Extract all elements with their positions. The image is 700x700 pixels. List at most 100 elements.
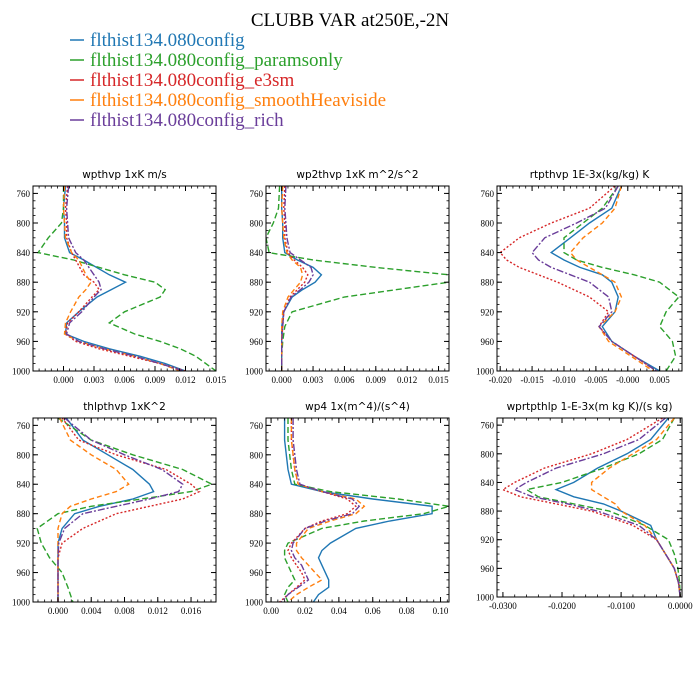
y-tick-label: 1000 [12,367,31,377]
x-tick-label: 0.02 [297,606,313,616]
y-tick-label: 840 [481,478,495,488]
series-line-5 [513,418,681,597]
x-tick-label: 0.005 [650,375,671,385]
x-tick-label: 0.012 [397,375,417,385]
panel-title: thlpthvp 1xK^2 [83,401,166,413]
figure-title: CLUBB VAR at250E,-2N [251,10,450,31]
y-tick-label: 960 [250,568,264,578]
y-tick-label: 840 [250,480,264,490]
panel-3: rtpthvp 1E-3x(kg/kg) K 760 800 840 880 920 960… [476,169,683,385]
x-tick-label: 0.003 [84,375,105,385]
x-tick-label: 0.0000 [668,601,693,611]
x-tick-label: 0.012 [148,606,168,616]
x-tick-label: 0.00 [263,606,279,616]
y-tick-label: 920 [481,535,495,545]
y-tick-label: 880 [481,278,495,288]
y-tick-label: 880 [17,278,31,288]
x-tick-label: 0.015 [206,375,227,385]
legend-label: flthist134.080config_paramsonly [90,50,343,71]
x-tick-label: -0.005 [584,375,608,385]
x-tick-label: 0.000 [48,606,69,616]
y-tick-label: 960 [17,337,31,347]
series-line-1 [549,186,661,371]
x-tick-label: -0.015 [520,375,544,385]
series-line-5 [65,186,184,371]
series-line-4 [569,186,654,371]
x-tick-label: 0.04 [331,606,347,616]
y-tick-label: 880 [17,509,31,519]
series-line-2 [266,186,449,371]
y-tick-label: 1000 [245,367,264,377]
series-line-4 [57,418,130,602]
y-tick-label: 800 [17,219,31,229]
y-tick-label: 960 [17,568,31,578]
legend-label: flthist134.080config_e3sm [90,70,294,91]
panel-1: wpthvp 1xK m/s 760 800 840 880 920 960 1000 0.00… [12,169,227,385]
y-tick-label: 1000 [245,598,264,608]
series-line-3 [501,418,681,597]
plot-frame [496,417,683,598]
series-line-4 [590,418,681,597]
x-tick-label: 0.012 [175,375,195,385]
x-tick-label: 0.008 [114,606,135,616]
y-tick-label: 760 [17,189,31,199]
series-line-4 [280,186,304,371]
y-tick-label: 840 [17,248,31,258]
x-tick-label: -0.010 [552,375,576,385]
series-line-4 [287,418,366,602]
series-line-2 [563,186,680,371]
y-tick-label: 760 [250,421,264,431]
chart-panels: wpthvp 1xK m/s76080084088092096010000.00… [12,169,693,616]
x-tick-label: 0.009 [366,375,387,385]
legend-label: flthist134.080config_rich [90,110,284,131]
y-tick-label: 920 [250,539,264,549]
y-tick-label: 800 [17,450,31,460]
plot-frame [32,417,217,603]
y-tick-label: 920 [17,307,31,317]
x-tick-label: 0.006 [334,375,355,385]
y-tick-label: 800 [250,219,264,229]
y-tick-label: 960 [250,337,264,347]
legend-label: flthist134.080config [90,30,245,51]
panel-title: wprtpthlp 1-E-3x(m kg K)/(s kg) [507,401,673,413]
y-tick-label: 920 [17,539,31,549]
plot-frame [32,185,217,372]
plot-frame [265,185,450,372]
series-line-2 [283,418,449,602]
x-tick-label: -0.020 [489,375,513,385]
series-line-2 [36,418,214,602]
panel-title: wpthvp 1xK m/s [82,169,167,181]
y-tick-label: 880 [250,278,264,288]
y-tick-label: 880 [250,509,264,519]
x-tick-label: 0.009 [145,375,166,385]
series-line-5 [57,418,184,602]
legend: flthist134.080configflthist134.080config… [70,30,386,131]
plot-frame [265,417,450,603]
panel-2: wp2thvp 1xK m^2/s^2 760 800 840 880 920 960 100… [245,169,450,385]
panel-title: rtpthvp 1E-3x(kg/kg) K [530,169,651,181]
y-tick-label: 960 [481,337,495,347]
x-tick-label: -0.0100 [607,601,635,611]
y-tick-label: 880 [481,507,495,517]
y-tick-label: 760 [481,421,495,431]
x-tick-label: 0.000 [53,375,74,385]
y-tick-label: 840 [17,480,31,490]
x-tick-label: 0.006 [114,375,135,385]
y-tick-label: 840 [481,248,495,258]
y-tick-label: 1000 [12,598,31,608]
x-tick-label: 0.10 [433,606,449,616]
x-tick-label: 0.06 [365,606,381,616]
series-line-3 [279,418,357,602]
x-tick-label: 0.015 [428,375,449,385]
series-line-5 [531,186,657,371]
y-tick-label: 760 [481,189,495,199]
series-line-5 [281,186,314,371]
x-tick-label: 0.000 [272,375,293,385]
x-tick-label: -0.000 [616,375,640,385]
x-tick-label: 0.004 [81,606,102,616]
series-line-1 [283,418,433,602]
plot-frame [496,185,683,372]
x-tick-label: 0.003 [303,375,324,385]
panel-4: thlpthvp 1xK^2 760 800 840 880 920 960 1000 0.00… [12,401,217,616]
